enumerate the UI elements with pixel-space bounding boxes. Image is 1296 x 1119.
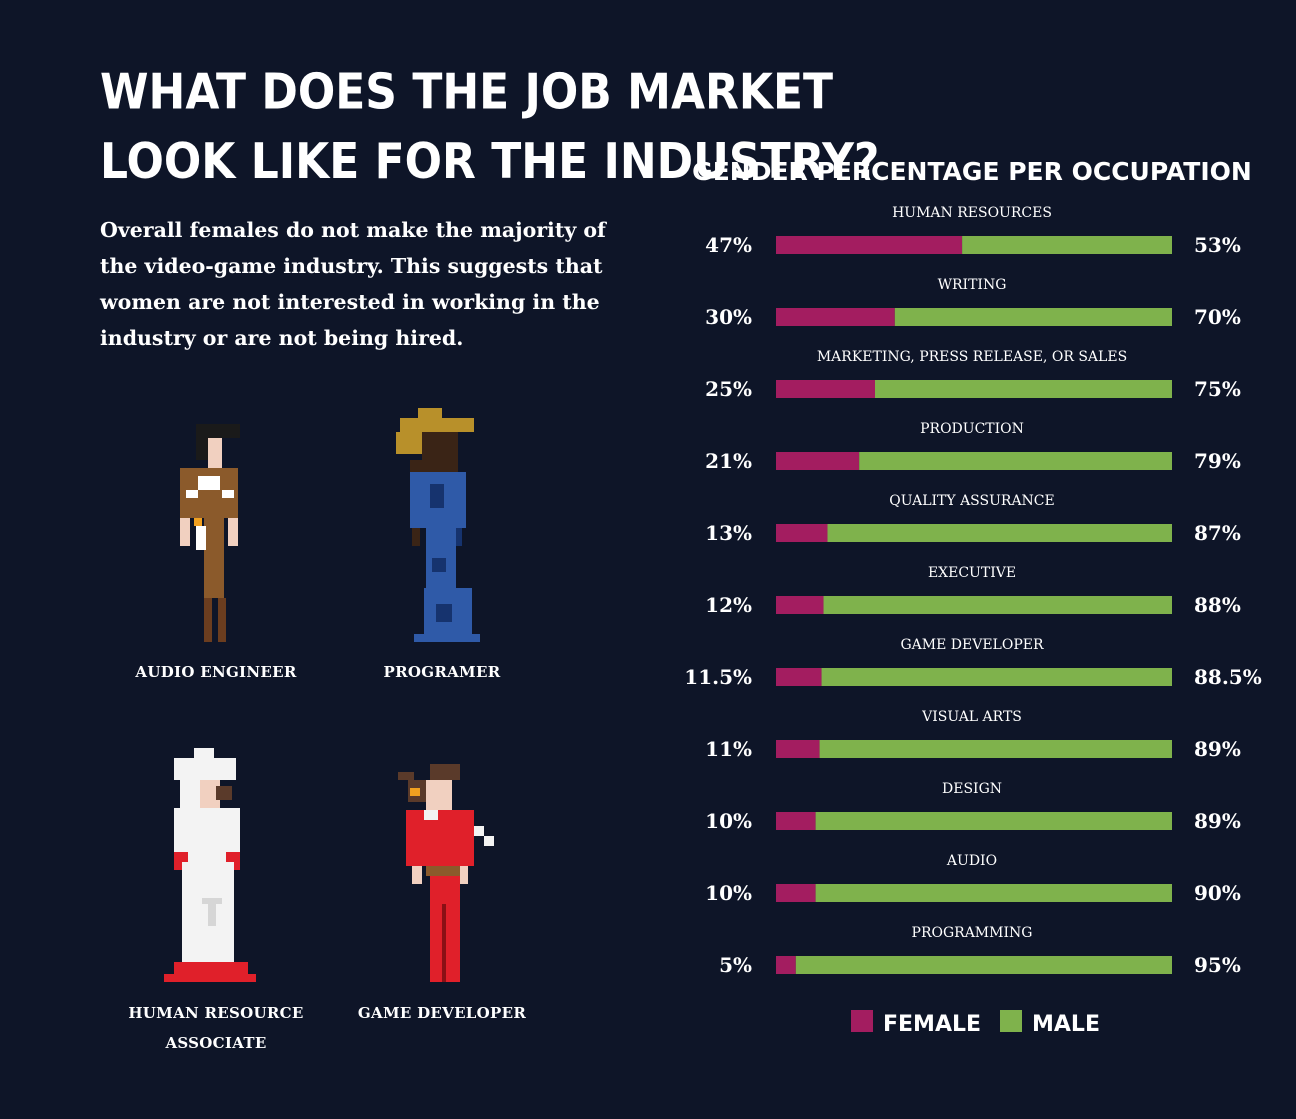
intro-line-1: Overall females do not make the majority… [100,218,606,242]
male-value-label: 87% [1194,521,1241,545]
female-value-label: 12% [705,593,752,617]
intro-line-2: the video-game industry. This suggests t… [100,254,603,278]
intro-line-4: industry or are not being hired. [100,326,464,350]
hr-associate-pixel-figure-icon [164,748,256,982]
male-value-label: 79% [1194,449,1241,473]
male-value-label: 89% [1194,809,1241,833]
legend-female-swatch [851,1010,873,1032]
female-bar [776,596,824,614]
female-bar [776,740,820,758]
category-label: QUALITY ASSURANCE [889,493,1055,509]
category-label: WRITING [938,277,1007,293]
character-label-game-developer: GAME DEVELOPER [322,998,562,1028]
chart-bars: HUMAN RESOURCES 47% 53% WRITING 30% 70% MARKET… [684,205,1261,977]
female-bar [776,308,895,326]
male-bar [819,740,1172,758]
legend-male-label: MALE [1032,1012,1100,1037]
character-label-text: AUDIO ENGINEER [135,663,297,681]
female-bar [776,380,875,398]
female-bar [776,452,860,470]
category-label: VISUAL ARTS [921,709,1022,725]
male-value-label: 89% [1194,737,1241,761]
female-value-label: 10% [705,881,752,905]
character-label-audio-engineer: AUDIO ENGINEER [96,657,336,687]
intro-line-3: women are not interested in working in t… [100,290,600,314]
category-label: DESIGN [942,781,1002,797]
chart-legend: FEMALE MALE [851,1010,1100,1037]
game-developer-pixel-figure-icon [398,764,494,982]
category-label: HUMAN RESOURCES [892,205,1052,221]
male-value-label: 95% [1194,953,1241,977]
male-bar [821,668,1172,686]
male-bar [815,884,1172,902]
female-value-label: 11% [705,737,752,761]
male-bar [795,956,1172,974]
male-bar [962,236,1172,254]
female-bar [776,668,822,686]
female-value-label: 30% [705,305,752,329]
category-label: AUDIO [946,853,997,869]
female-bar [776,956,796,974]
audio-engineer-pixel-figure-icon [180,424,240,642]
character-label-text: HUMAN RESOURCE [128,1004,304,1022]
female-bar [776,884,816,902]
male-value-label: 75% [1194,377,1241,401]
female-value-label: 47% [705,233,752,257]
female-value-label: 21% [705,449,752,473]
legend-female-label: FEMALE [883,1012,981,1037]
category-label: GAME DEVELOPER [900,637,1043,653]
female-bar [776,812,816,830]
programmer-pixel-figure-icon [396,408,480,642]
chart-title: GENDER PERCENTAGE PER OCCUPATION [692,157,1252,186]
character-label-programmer: PROGRAMER [322,657,562,687]
male-bar [894,308,1172,326]
male-value-label: 70% [1194,305,1241,329]
character-label-text: ASSOCIATE [165,1034,267,1052]
legend-male-swatch [1000,1010,1022,1032]
male-bar [827,524,1172,542]
category-label: PROGRAMMING [912,925,1033,941]
intro-paragraph: Overall females do not make the majority… [100,212,620,356]
female-value-label: 13% [705,521,752,545]
character-label-text: GAME DEVELOPER [357,1004,527,1022]
category-label: PRODUCTION [920,421,1024,437]
male-value-label: 88.5% [1194,665,1262,689]
male-value-label: 88% [1194,593,1241,617]
category-label: EXECUTIVE [928,565,1016,581]
male-bar [875,380,1172,398]
male-bar [823,596,1172,614]
character-label-text: PROGRAMER [383,663,501,681]
male-bar [859,452,1172,470]
male-value-label: 53% [1194,233,1241,257]
female-value-label: 11.5% [684,665,752,689]
female-value-label: 10% [705,809,752,833]
female-value-label: 5% [719,953,752,977]
female-bar [776,524,828,542]
character-label-hr-associate: HUMAN RESOURCE ASSOCIATE [96,998,336,1058]
male-bar [815,812,1172,830]
category-label: MARKETING, PRESS RELEASE, OR SALES [817,349,1127,365]
male-value-label: 90% [1194,881,1241,905]
female-bar [776,236,963,254]
female-value-label: 25% [705,377,752,401]
